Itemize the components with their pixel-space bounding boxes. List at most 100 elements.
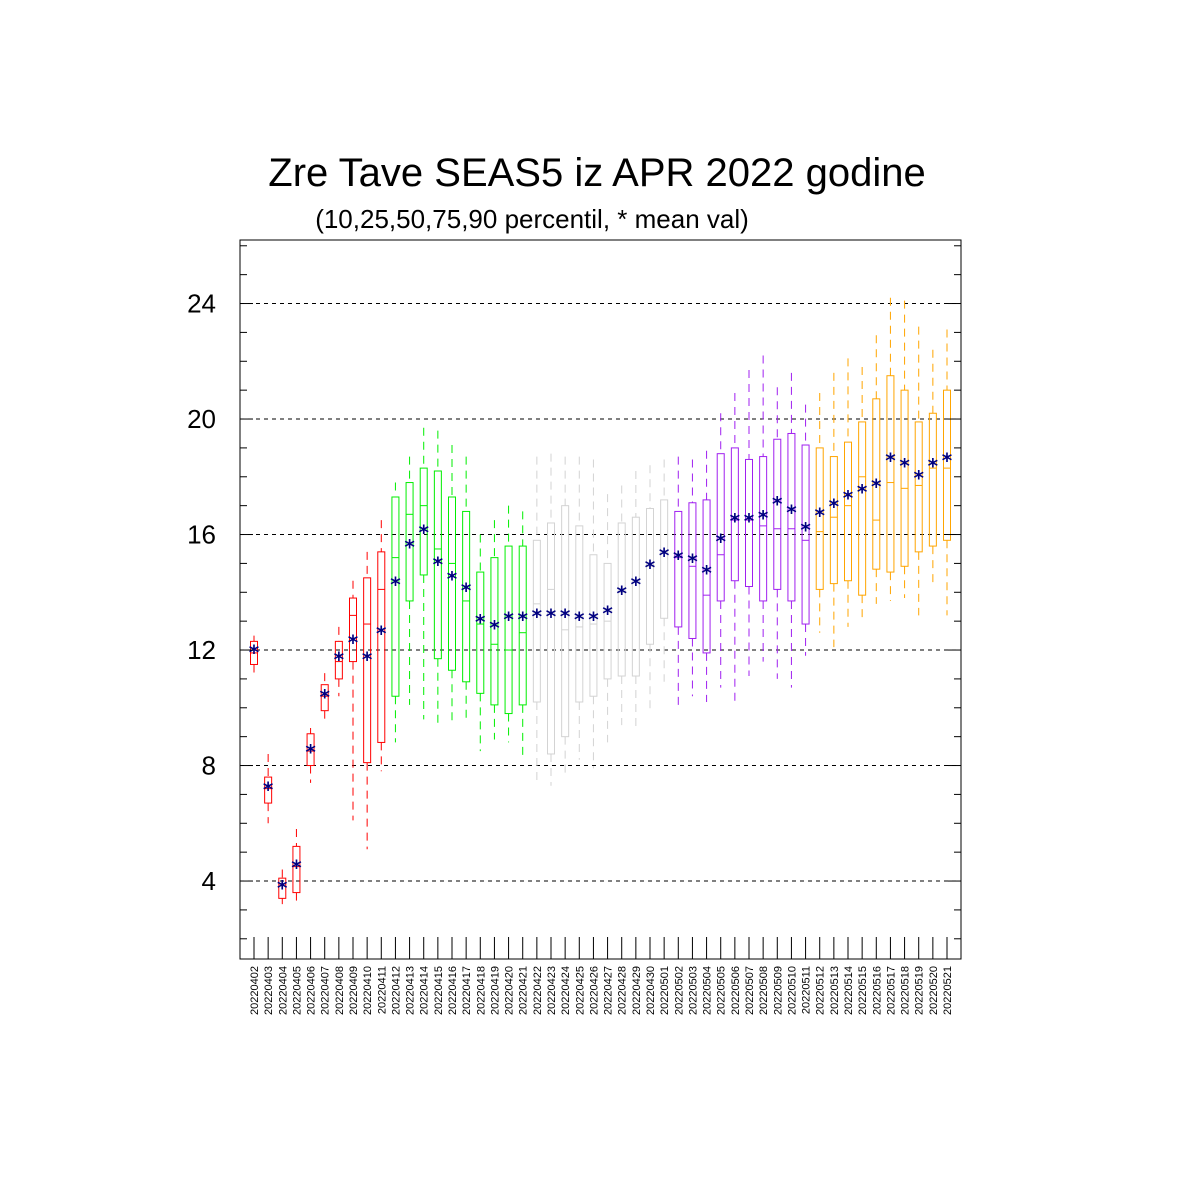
box-20220402: *: [249, 635, 260, 674]
mean-marker: *: [503, 607, 514, 631]
box-20220414: *: [418, 427, 429, 720]
iqr-box: [561, 505, 570, 738]
mean-marker: *: [433, 552, 444, 576]
iqr-box: [334, 640, 343, 680]
x-tick-label: 20220405: [291, 966, 303, 1015]
box-20220516: *: [871, 335, 882, 604]
iqr-box: [476, 571, 485, 694]
x-tick-label: 20220402: [249, 966, 261, 1015]
x-tick-label: 20220419: [489, 966, 501, 1015]
x-tick-label: 20220403: [263, 966, 275, 1015]
box-20220519: *: [913, 326, 924, 616]
box-20220404: *: [277, 869, 288, 905]
x-tick-label: 20220501: [659, 966, 671, 1015]
x-tick-label: 20220516: [871, 966, 883, 1015]
box-20220425: *: [574, 456, 585, 760]
iqr-box: [943, 389, 951, 541]
box-20220521: *: [942, 329, 953, 616]
mean-marker: *: [588, 607, 599, 631]
mean-marker: *: [404, 535, 415, 559]
box-20220506: *: [730, 393, 741, 703]
iqr-box: [745, 458, 753, 588]
box-20220413: *: [404, 456, 415, 705]
mean-marker: *: [645, 555, 656, 579]
box-20220508: *: [758, 355, 769, 662]
box-20220514: *: [843, 358, 854, 627]
x-tick-label: 20220510: [786, 966, 798, 1015]
iqr-box: [532, 539, 541, 703]
mean-marker: *: [715, 529, 726, 553]
x-tick-label: 20220410: [362, 966, 374, 1015]
mean-marker: *: [942, 448, 953, 472]
box-20220423: *: [546, 453, 557, 786]
box-20220419: *: [489, 520, 500, 740]
mean-marker: *: [871, 474, 882, 498]
x-tick-label: 20220417: [461, 966, 473, 1015]
mean-marker: *: [786, 500, 797, 524]
box-20220409: *: [348, 580, 359, 821]
x-tick-label: 20220424: [560, 966, 572, 1015]
iqr-box: [490, 557, 499, 706]
mean-marker: *: [687, 550, 698, 574]
x-tick-label: 20220520: [928, 966, 940, 1015]
iqr-box: [872, 398, 881, 570]
mean-marker: *: [857, 480, 868, 504]
iqr-box: [504, 545, 513, 715]
iqr-box: [801, 444, 810, 625]
mean-marker: *: [843, 486, 854, 510]
mean-marker: *: [560, 604, 571, 628]
iqr-box: [377, 551, 386, 743]
iqr-box: [660, 499, 669, 619]
mean-marker: *: [631, 573, 642, 597]
box-20220501: *: [659, 459, 670, 682]
iqr-box: [575, 525, 584, 703]
x-tick-label: 20220512: [815, 966, 827, 1015]
iqr-box: [914, 421, 923, 553]
y-tick-label: 8: [202, 751, 216, 781]
x-tick-label: 20220415: [433, 966, 445, 1015]
box-20220424: *: [560, 456, 571, 778]
mean-marker: *: [390, 573, 401, 597]
iqr-box: [462, 510, 471, 683]
x-tick-label: 20220425: [574, 966, 586, 1015]
mean-marker: *: [885, 448, 896, 472]
box-20220416: *: [447, 445, 458, 726]
mean-marker: *: [602, 601, 613, 625]
box-20220507: *: [744, 369, 755, 677]
box-20220430: *: [645, 465, 656, 714]
box-20220509: *: [772, 387, 783, 679]
iqr-box: [264, 776, 273, 804]
mean-marker: *: [263, 778, 274, 802]
box-20220429: *: [631, 471, 642, 728]
iqr-box: [617, 522, 626, 677]
iqr-box: [886, 375, 895, 573]
iqr-box: [900, 389, 909, 567]
x-tick-label: 20220414: [419, 966, 431, 1015]
iqr-box: [730, 447, 739, 582]
box-20220428: *: [616, 485, 627, 726]
mean-marker: *: [277, 876, 288, 900]
iqr-box: [363, 577, 372, 764]
x-tick-label: 20220515: [857, 966, 869, 1015]
x-tick-label: 20220420: [504, 966, 516, 1015]
x-tick-label: 20220430: [645, 966, 657, 1015]
box-20220418: *: [475, 534, 486, 752]
mean-marker: *: [744, 509, 755, 533]
iqr-box: [759, 456, 768, 602]
x-tick-label: 20220505: [716, 966, 728, 1015]
mean-marker: *: [730, 509, 741, 533]
mean-marker: *: [800, 518, 811, 542]
mean-marker: *: [899, 454, 910, 478]
iqr-box: [306, 733, 315, 767]
iqr-box: [646, 508, 654, 645]
mean-marker: *: [829, 495, 840, 519]
x-tick-label: 20220428: [617, 966, 629, 1015]
mean-marker: *: [758, 506, 769, 530]
x-tick-label: 20220519: [914, 966, 926, 1015]
mean-marker: *: [376, 622, 387, 646]
iqr-box: [928, 412, 937, 547]
box-20220415: *: [433, 430, 444, 726]
iqr-box: [433, 470, 442, 660]
